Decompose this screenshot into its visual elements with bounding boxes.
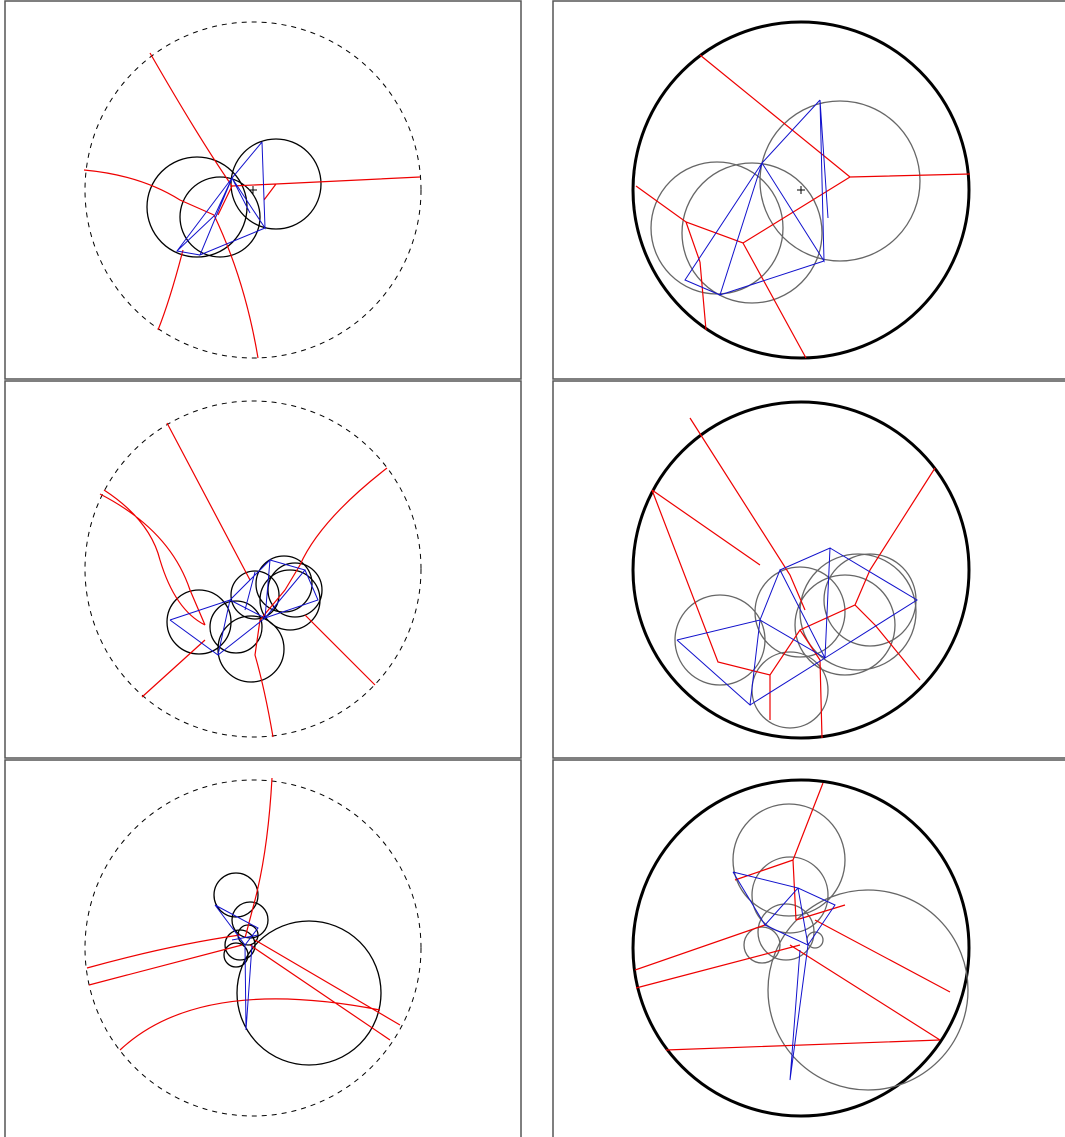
triangulation-edges: [684, 99, 829, 296]
boundary-circle: [631, 778, 971, 1118]
circle: [759, 100, 921, 262]
circle: [681, 162, 823, 304]
circle: [767, 889, 969, 1091]
triangulation-edges: [732, 871, 836, 1081]
triangulation-edges: [169, 558, 319, 656]
voronoi-edges: [651, 417, 936, 739]
panel-frame: [552, 380, 1065, 759]
circle: [217, 615, 285, 683]
panel-frame: [552, 0, 1065, 380]
panel-frame: [4, 0, 522, 380]
circle: [236, 920, 382, 1066]
circle: [751, 856, 829, 934]
panel-frame: [4, 380, 522, 759]
panel-frame: [4, 759, 522, 1137]
triangulation-edges: [214, 904, 259, 1031]
panel-frame: [552, 759, 1065, 1137]
circle: [267, 562, 323, 618]
triangulation-edges: [676, 547, 918, 707]
center-mark: [249, 186, 257, 194]
boundary-circle: [631, 400, 971, 740]
circle: [754, 566, 846, 658]
boundary-circle: [84, 21, 422, 359]
voronoi-edges: [635, 54, 971, 359]
boundary-circle: [84, 779, 422, 1117]
voronoi-edges: [634, 782, 951, 1051]
circle: [650, 161, 784, 295]
circle: [209, 600, 263, 654]
circle: [823, 553, 917, 647]
center-mark: [797, 186, 805, 194]
circle: [259, 569, 321, 631]
voronoi-edges: [99, 422, 388, 738]
circle: [732, 803, 846, 917]
boundary-circle: [631, 20, 971, 360]
circle: [794, 574, 896, 676]
circle: [179, 176, 261, 258]
circle: [230, 570, 280, 620]
boundary-circle: [84, 400, 422, 738]
triangulation-edges: [176, 141, 266, 256]
circle: [674, 594, 766, 686]
voronoi-edges: [86, 777, 401, 1051]
voronoi-edges: [83, 52, 421, 359]
circle: [213, 872, 259, 918]
circle: [743, 926, 781, 964]
circle: [799, 553, 917, 671]
